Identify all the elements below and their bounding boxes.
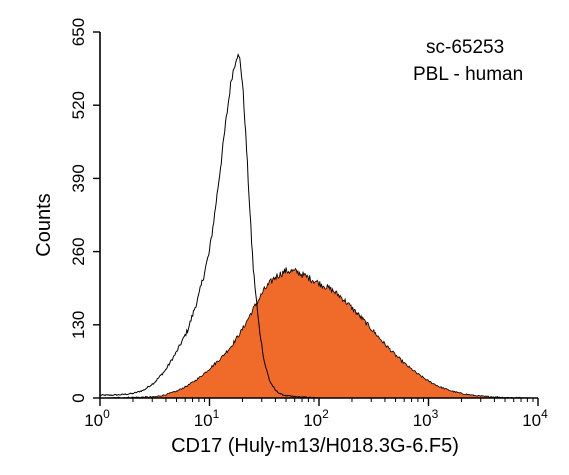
axes: 0 130 260 390 520 650 100 101 102 103 104 bbox=[69, 18, 548, 430]
y-tick-label: 130 bbox=[69, 311, 88, 339]
x-tick-label: 101 bbox=[194, 407, 220, 430]
x-tick-label: 103 bbox=[413, 407, 439, 430]
y-axis-title: Counts bbox=[33, 193, 55, 256]
x-tick-label: 102 bbox=[303, 407, 329, 430]
y-tick-label: 260 bbox=[69, 237, 88, 265]
y-tick-label: 650 bbox=[69, 18, 88, 46]
axis-labels: CD17 (Huly-m13/H018.3G-6.F5) Counts bbox=[33, 193, 459, 457]
plot-area bbox=[99, 53, 538, 399]
x-tick-label: 100 bbox=[84, 407, 110, 430]
annotation-cell-type: PBL - human bbox=[413, 64, 523, 85]
annotations: sc-65253 PBL - human bbox=[413, 37, 523, 85]
x-tick-label: 104 bbox=[522, 407, 548, 430]
y-tick-label: 0 bbox=[69, 393, 88, 402]
x-axis-title: CD17 (Huly-m13/H018.3G-6.F5) bbox=[171, 435, 459, 457]
y-tick-label: 390 bbox=[69, 164, 88, 192]
annotation-sample-id: sc-65253 bbox=[426, 37, 504, 58]
histogram-filled-series bbox=[100, 267, 538, 399]
y-tick-label: 520 bbox=[69, 91, 88, 119]
